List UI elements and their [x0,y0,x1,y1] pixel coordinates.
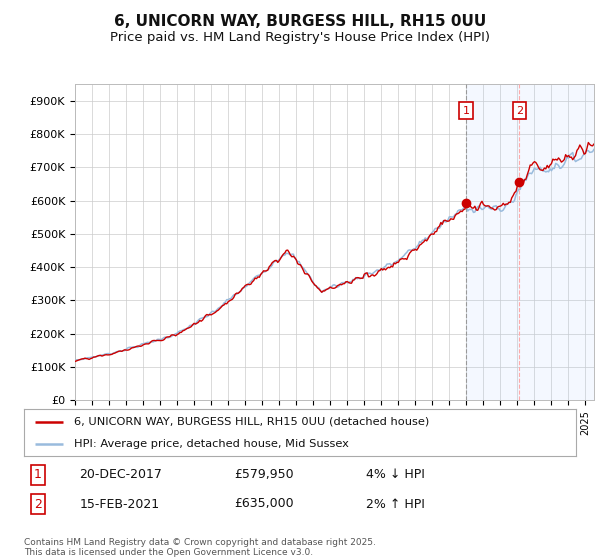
Text: 2: 2 [516,106,523,116]
Text: 1: 1 [463,106,469,116]
Text: 4% ↓ HPI: 4% ↓ HPI [366,468,425,482]
Text: £579,950: £579,950 [234,468,293,482]
Text: 2% ↑ HPI: 2% ↑ HPI [366,497,425,511]
Text: 20-DEC-2017: 20-DEC-2017 [79,468,162,482]
Text: 15-FEB-2021: 15-FEB-2021 [79,497,160,511]
Text: Price paid vs. HM Land Registry's House Price Index (HPI): Price paid vs. HM Land Registry's House … [110,31,490,44]
Text: £635,000: £635,000 [234,497,293,511]
Text: Contains HM Land Registry data © Crown copyright and database right 2025.
This d: Contains HM Land Registry data © Crown c… [24,538,376,557]
Text: HPI: Average price, detached house, Mid Sussex: HPI: Average price, detached house, Mid … [74,438,349,449]
Bar [466,84,594,400]
Text: 6, UNICORN WAY, BURGESS HILL, RH15 0UU (detached house): 6, UNICORN WAY, BURGESS HILL, RH15 0UU (… [74,417,429,427]
Text: 6, UNICORN WAY, BURGESS HILL, RH15 0UU: 6, UNICORN WAY, BURGESS HILL, RH15 0UU [114,14,486,29]
Text: 2: 2 [34,497,42,511]
Text: 1: 1 [34,468,42,482]
